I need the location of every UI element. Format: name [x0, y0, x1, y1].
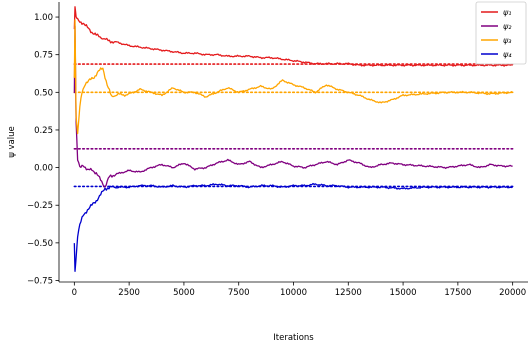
- x-tick-label: 0: [72, 288, 77, 298]
- x-tick-label: 5000: [173, 288, 195, 298]
- y-tick-label: 0.75: [34, 51, 53, 61]
- x-tick-label: 12500: [335, 288, 362, 298]
- series-line: [73, 19, 513, 135]
- legend: ψ₁ ψ₂ ψ₃ ψ₄: [475, 1, 527, 65]
- y-tick-label: 1.00: [34, 13, 53, 23]
- y-tick-label: 0.50: [34, 88, 53, 98]
- legend-label: ψ₂: [503, 22, 512, 31]
- y-tick-label: 0.25: [34, 126, 53, 136]
- y-tick-label: −0.50: [27, 239, 53, 249]
- axes: [58, 2, 528, 283]
- y-axis-ticks: −0.75 −0.50 −0.25 0.00 0.25 0.50 0.75 1.00: [27, 13, 59, 286]
- series-line: [73, 6, 513, 67]
- y-tick-label: −0.75: [27, 276, 53, 286]
- legend-label: ψ₄: [503, 50, 512, 59]
- series-lines: [73, 6, 513, 272]
- legend-box: [475, 1, 527, 65]
- series-line: [73, 182, 513, 272]
- y-tick-label: 0.00: [34, 164, 53, 174]
- y-tick-label: −0.25: [27, 201, 53, 211]
- legend-label: ψ₁: [503, 8, 511, 17]
- x-tick-label: 7500: [228, 288, 250, 298]
- series-line: [73, 25, 513, 188]
- legend-label: ψ₃: [503, 36, 511, 45]
- x-tick-label: 15000: [390, 288, 417, 298]
- x-tick-label: 2500: [118, 288, 140, 298]
- x-axis-ticks: 0 2500 5000 7500 10000 12500 15000 17500 20000: [72, 282, 526, 298]
- x-tick-label: 20000: [499, 288, 526, 298]
- x-tick-label: 10000: [280, 288, 307, 298]
- x-axis-label: Iterations: [273, 333, 314, 343]
- y-axis-label: ψ value: [7, 126, 17, 158]
- x-tick-label: 17500: [444, 288, 471, 298]
